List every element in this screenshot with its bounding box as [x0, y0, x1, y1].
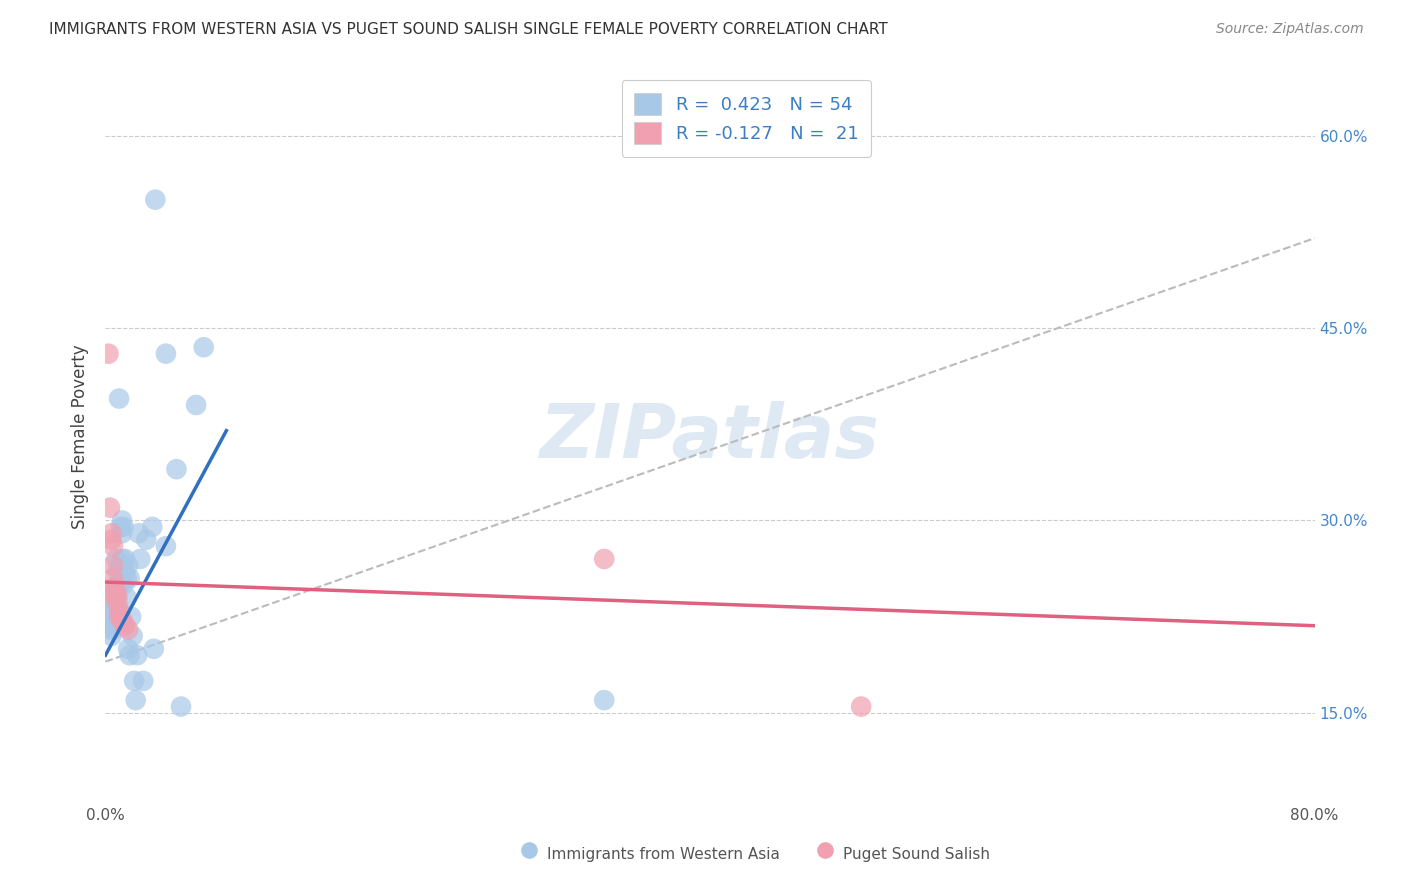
Point: [193, 340, 215, 354]
Point: [118, 648, 141, 663]
Point: [105, 593, 128, 607]
Point: [142, 641, 165, 656]
Point: [107, 565, 129, 579]
Point: [593, 552, 616, 566]
Point: [101, 597, 124, 611]
Point: [103, 587, 125, 601]
Point: [155, 539, 177, 553]
Point: [112, 520, 135, 534]
Point: [132, 673, 155, 688]
Point: [155, 346, 177, 360]
Point: [103, 609, 125, 624]
Point: [97, 346, 120, 360]
Point: [117, 558, 139, 573]
Point: [105, 584, 128, 599]
Point: [110, 558, 132, 573]
Point: [97, 599, 120, 614]
Point: [122, 673, 145, 688]
Legend: R =  0.423   N = 54, R = -0.127   N =  21: R = 0.423 N = 54, R = -0.127 N = 21: [621, 80, 872, 157]
Point: [135, 533, 157, 547]
Point: [103, 597, 125, 611]
Point: [111, 514, 134, 528]
Point: [141, 520, 163, 534]
Point: [593, 693, 616, 707]
Point: [115, 591, 138, 605]
Point: [108, 392, 131, 406]
Point: [118, 571, 141, 585]
Point: [100, 629, 122, 643]
Point: [98, 623, 121, 637]
Point: [125, 693, 148, 707]
Y-axis label: Single Female Poverty: Single Female Poverty: [72, 345, 90, 529]
Point: [110, 520, 132, 534]
Point: [103, 584, 125, 599]
Point: [108, 609, 131, 624]
Point: [105, 603, 128, 617]
Point: [100, 533, 122, 547]
Point: [101, 558, 124, 573]
Point: [107, 577, 129, 591]
Point: [98, 616, 121, 631]
Text: Puget Sound Salish: Puget Sound Salish: [844, 847, 990, 862]
Point: [107, 584, 129, 599]
Point: [101, 539, 124, 553]
Point: [117, 641, 139, 656]
Point: [111, 552, 134, 566]
Point: [112, 577, 135, 591]
Text: Immigrants from Western Asia: Immigrants from Western Asia: [547, 847, 780, 862]
Point: [115, 571, 138, 585]
Point: [110, 606, 132, 620]
Text: IMMIGRANTS FROM WESTERN ASIA VS PUGET SOUND SALISH SINGLE FEMALE POVERTY CORRELA: IMMIGRANTS FROM WESTERN ASIA VS PUGET SO…: [49, 22, 889, 37]
Point: [100, 526, 122, 541]
Point: [98, 500, 121, 515]
Point: [100, 609, 122, 624]
Point: [170, 699, 193, 714]
Point: [114, 565, 136, 579]
Point: [128, 526, 150, 541]
Point: [112, 565, 135, 579]
Point: [111, 526, 134, 541]
Point: [120, 609, 142, 624]
Point: [101, 616, 124, 631]
Point: [112, 616, 135, 631]
Point: [166, 462, 188, 476]
Point: [127, 648, 149, 663]
Point: [114, 618, 136, 632]
Point: [186, 398, 208, 412]
Point: [101, 623, 124, 637]
Point: [111, 614, 134, 628]
Point: [117, 623, 139, 637]
Point: [107, 591, 129, 605]
Text: ZIPatlas: ZIPatlas: [540, 401, 880, 474]
Point: [143, 193, 166, 207]
Point: [101, 571, 124, 585]
Point: [103, 580, 125, 594]
Point: [114, 552, 136, 566]
Point: [105, 552, 128, 566]
Text: Source: ZipAtlas.com: Source: ZipAtlas.com: [1216, 22, 1364, 37]
Point: [108, 603, 131, 617]
Point: [105, 591, 128, 605]
Point: [849, 699, 872, 714]
Point: [121, 629, 143, 643]
Point: [129, 552, 152, 566]
Point: [107, 597, 129, 611]
